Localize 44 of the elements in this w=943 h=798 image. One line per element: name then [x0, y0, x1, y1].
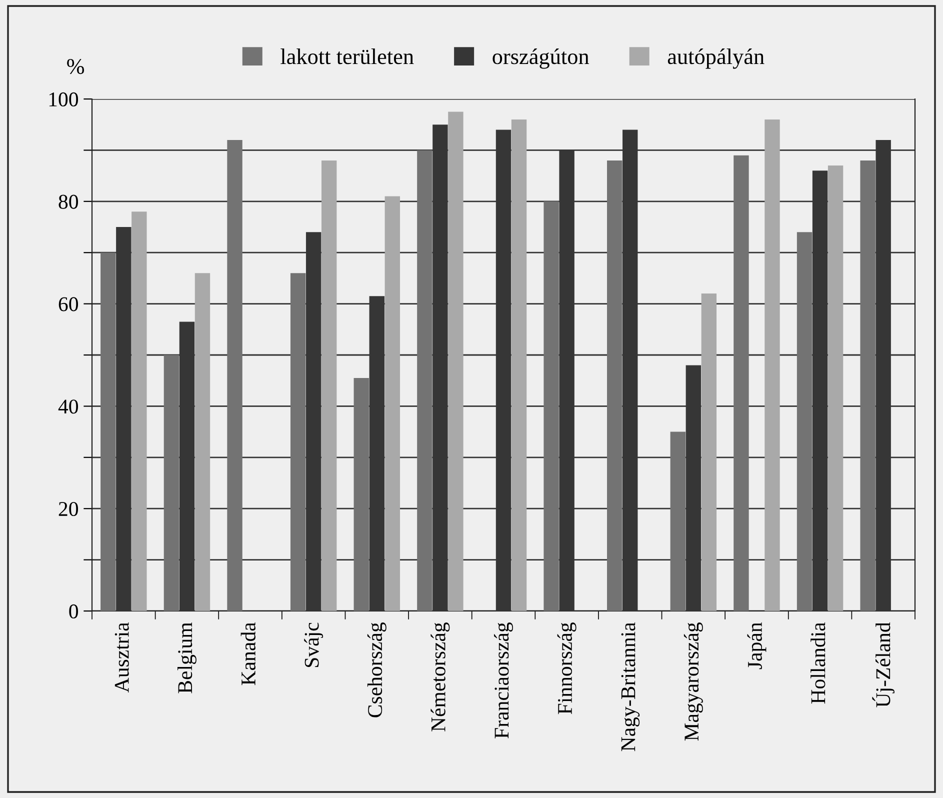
- bar: [828, 166, 844, 611]
- bar: [164, 355, 180, 611]
- x-tick-label: Nagy-Britannia: [621, 622, 640, 752]
- x-tick-label: Svájc: [304, 622, 324, 668]
- bar: [384, 196, 400, 611]
- y-tick-label: 0: [69, 604, 78, 618]
- bar: [511, 119, 527, 611]
- x-tick-label: Új-Zéland: [872, 622, 894, 708]
- bar: [100, 252, 116, 611]
- y-tick-label: 40: [58, 400, 78, 414]
- bar: [734, 155, 749, 611]
- legend-label: lakott területen: [280, 48, 414, 64]
- legend-label: autópályán: [668, 48, 764, 69]
- bar: [194, 273, 210, 611]
- x-tick-label: Hollandia: [810, 622, 826, 704]
- bar: [860, 160, 876, 611]
- bar: [796, 232, 812, 611]
- bar: [321, 160, 337, 611]
- bar: [227, 140, 242, 611]
- y-tick-label: 100: [49, 92, 78, 106]
- y-axis-title: %: [67, 59, 84, 74]
- bar: [701, 294, 717, 611]
- bar: [764, 119, 780, 611]
- bar: [544, 201, 559, 611]
- bar: [354, 378, 369, 611]
- x-tick-label: Franciaország: [494, 622, 513, 738]
- y-tick-label: 80: [58, 194, 78, 209]
- x-tick-label: Belgium: [177, 622, 196, 694]
- y-tick-label: 60: [58, 297, 78, 312]
- bar: [448, 112, 464, 611]
- bar: [290, 273, 306, 611]
- legend-label: országúton: [492, 48, 590, 69]
- x-tick-label: Ausztria: [114, 622, 129, 692]
- x-tick-label: Németország: [430, 622, 450, 732]
- bar: [417, 150, 432, 611]
- x-tick-label: Japán: [747, 622, 766, 670]
- bar: [132, 212, 147, 611]
- x-tick-label: Kanada: [240, 622, 256, 686]
- y-tick-label: 20: [58, 502, 78, 516]
- x-tick-label: Finnország: [557, 622, 576, 714]
- x-tick-label: Magyarország: [684, 622, 703, 741]
- x-tick-label: Csehország: [367, 622, 386, 718]
- bar: [670, 432, 686, 611]
- bar: [607, 160, 622, 611]
